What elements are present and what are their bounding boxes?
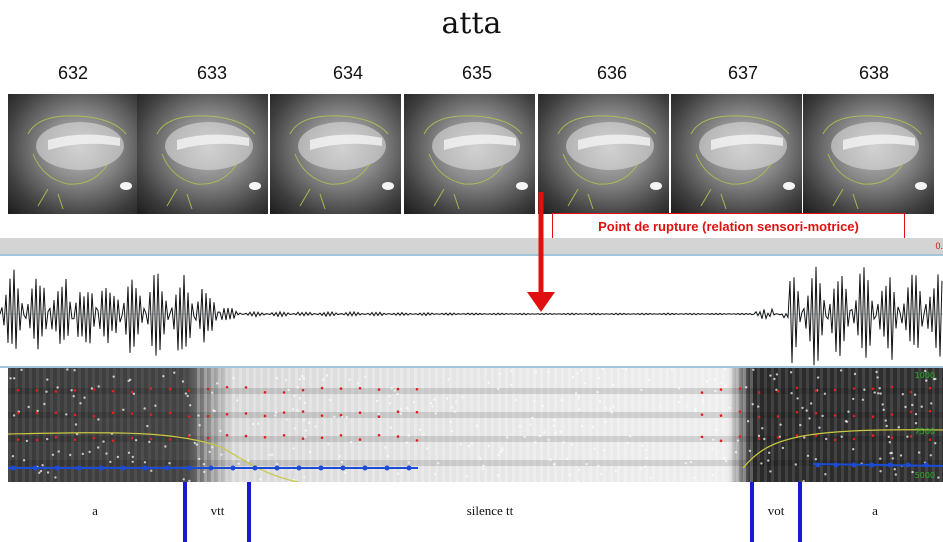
pitch-curve-left [8,432,299,482]
figure-title: atta [441,6,502,41]
segment-label-vtt: vtt [210,503,225,518]
boundary-vtt-silence [247,482,251,542]
boundary-vot-a [798,482,802,542]
frame-label-636: 636 [596,63,628,83]
spectro-tick-top: 1000 [915,371,935,380]
xray-frame-635 [404,94,535,214]
rupture-callout: Point de rupture (relation sensori-motri… [552,213,905,239]
segment-label-vot: vot [767,503,785,518]
grey-band [0,238,943,254]
xray-frame-638 [803,94,934,214]
segment-label-silence: silence tt [466,503,514,518]
spectrogram: 1000 7500 5000 [8,368,943,482]
xray-frame-632 [8,94,139,214]
waveform-trace [0,266,943,366]
frame-label-637: 637 [727,63,759,83]
waveform-panel [0,254,943,368]
spectro-tick-bottom: 5000 [915,471,935,480]
frame-label-632: 632 [57,63,89,83]
frame-label-635: 635 [461,63,493,83]
segment-label-a1: a [92,503,98,518]
xray-frame-636 [538,94,669,214]
boundary-silence-vot [750,482,754,542]
band-value: 0. [935,241,943,251]
frame-label-633: 633 [196,63,228,83]
segment-label-a2: a [872,503,878,518]
frame-label-638: 638 [858,63,890,83]
frame-label-634: 634 [332,63,364,83]
xray-frame-633 [137,94,268,214]
pitch-curve-right [742,429,943,469]
boundary-a-vtt [183,482,187,542]
xray-frame-637 [671,94,802,214]
spectro-tick-mid: 7500 [915,427,935,436]
xray-frame-634 [270,94,401,214]
